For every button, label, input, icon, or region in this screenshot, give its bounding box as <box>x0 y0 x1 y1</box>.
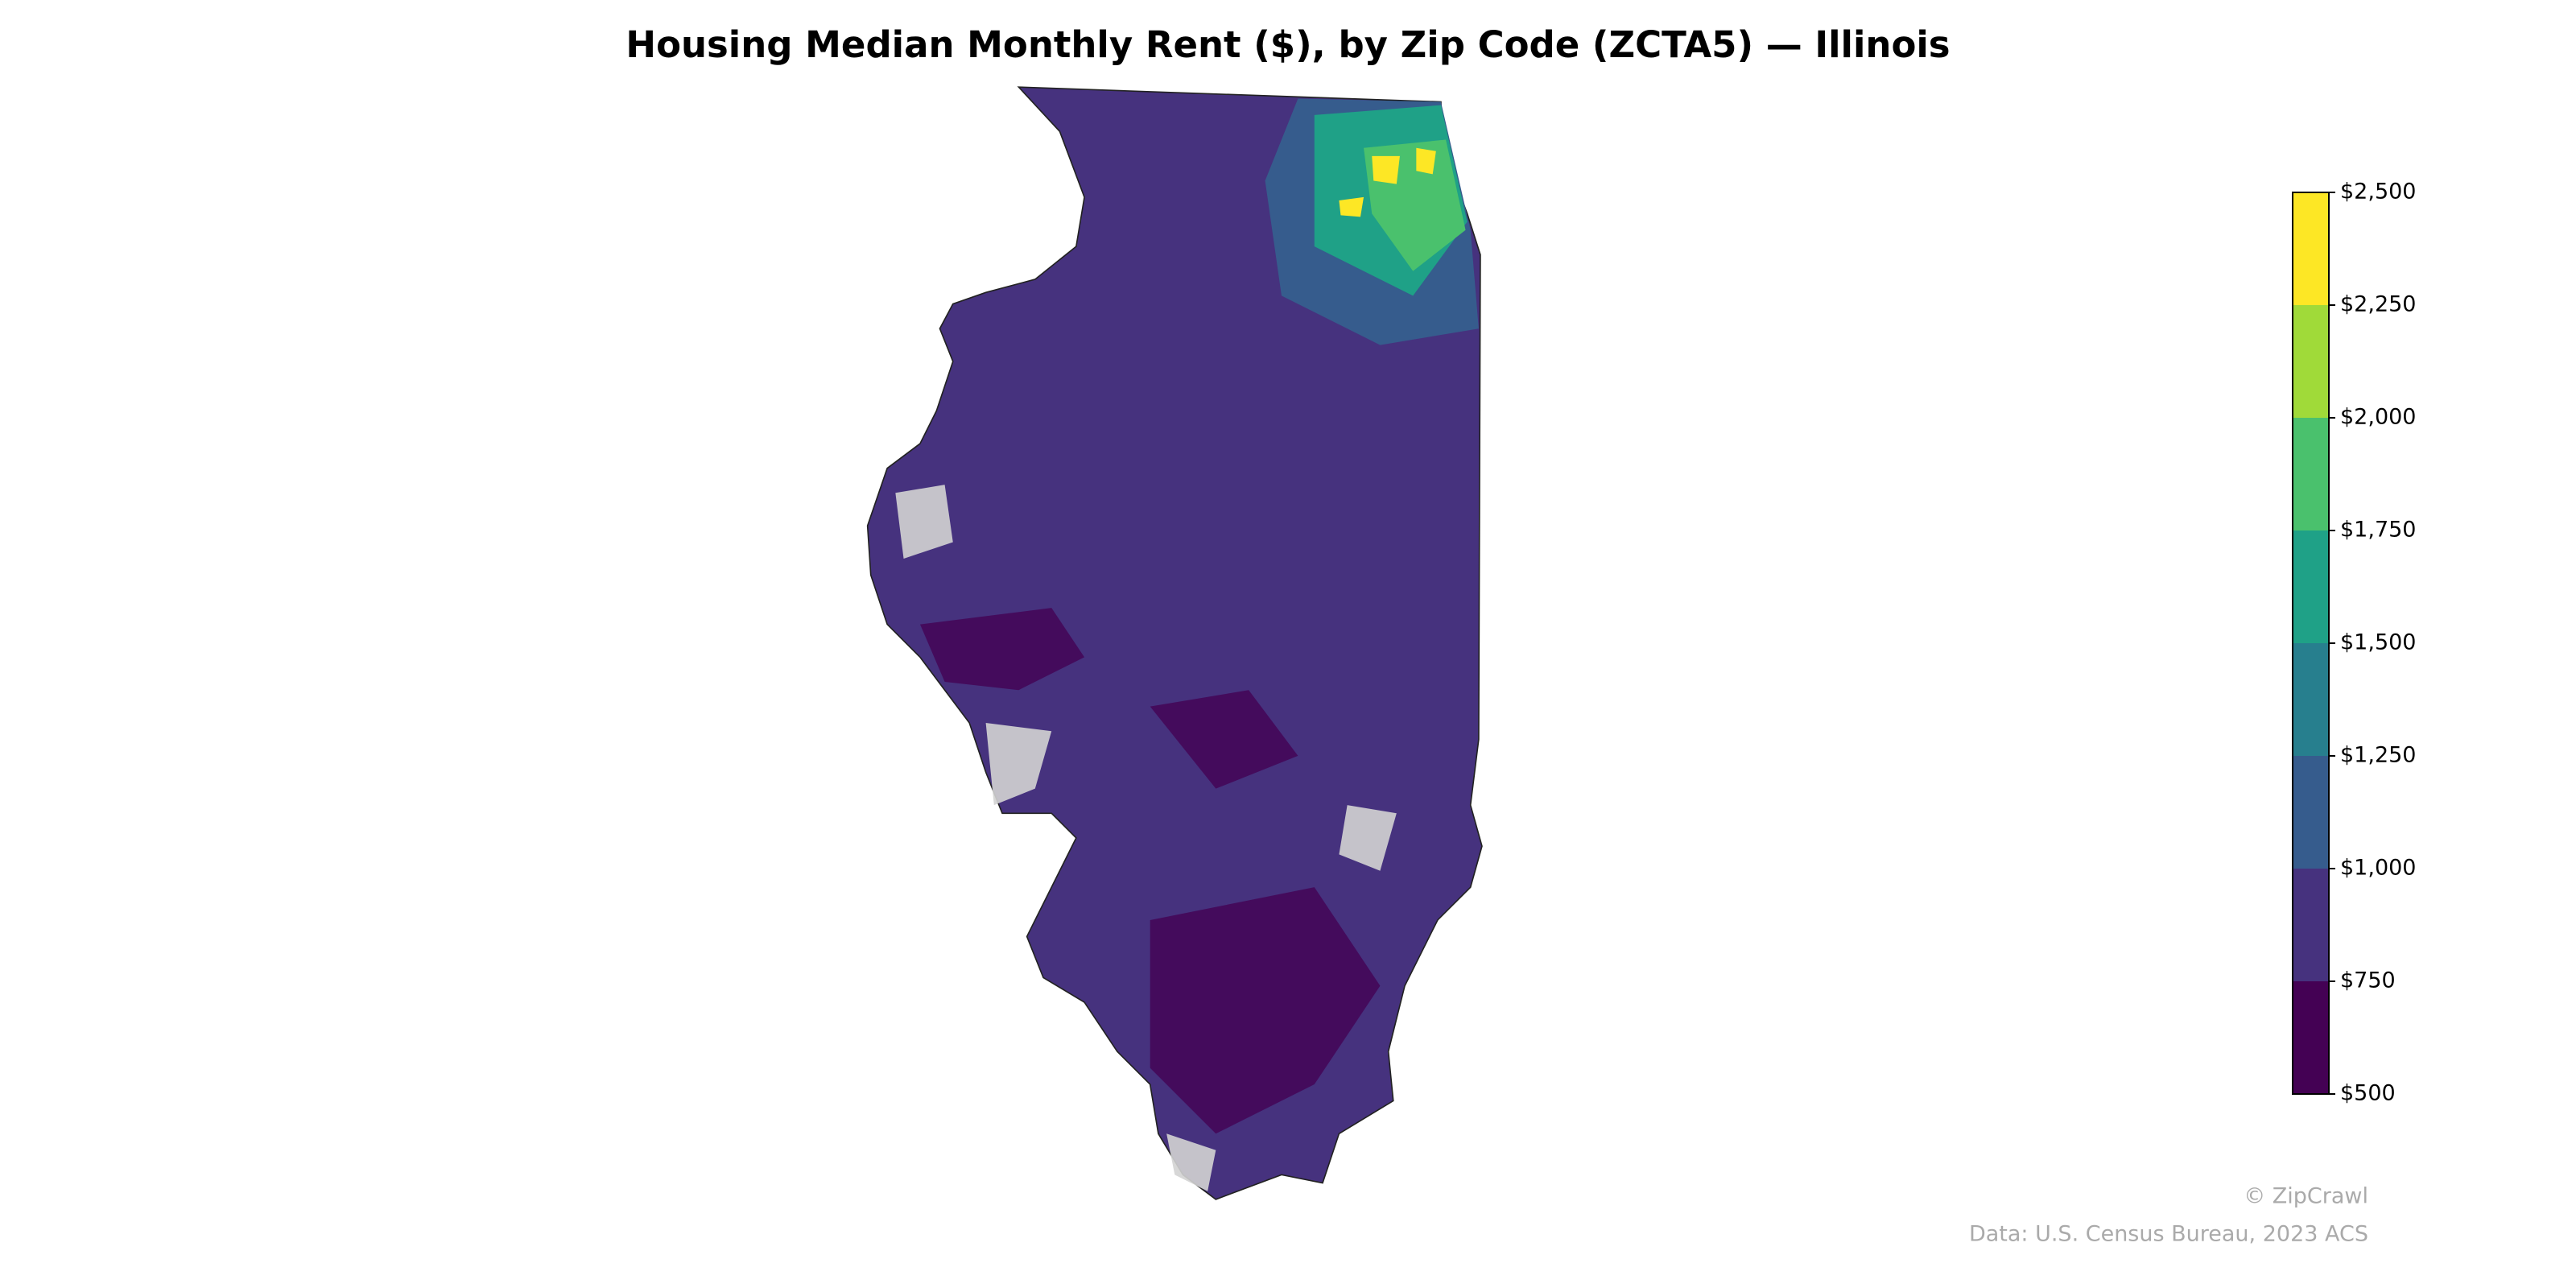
source-note: Data: U.S. Census Bureau, 2023 ACS <box>1969 1222 2368 1247</box>
colorbar-bin <box>2293 981 2329 1094</box>
colorbar: $500 $750 $1,000 $1,250 $1,500 $1,750 $2,000 $2… <box>2292 180 2416 1106</box>
map-title: Housing Median Monthly Rent ($), by Zip … <box>625 23 1950 66</box>
colorbar-tick-label: $1,250 <box>2340 743 2416 768</box>
state-map <box>866 86 1483 1200</box>
colorbar-bin <box>2293 305 2329 418</box>
colorbar-bin <box>2293 192 2329 305</box>
colorbar-tick-label: $1,500 <box>2340 630 2416 655</box>
colorbar-bin <box>2293 869 2329 981</box>
colorbar-tick-label: $1,750 <box>2340 518 2416 543</box>
colorbar-tick-label: $750 <box>2340 968 2396 993</box>
colorbar-tick-label: $2,500 <box>2340 180 2416 204</box>
colorbar-bin <box>2293 530 2329 643</box>
region-patch <box>919 608 1381 1134</box>
colorbar-bin <box>2293 418 2329 530</box>
region-patch <box>1339 147 1436 217</box>
colorbar-tick-label: $2,250 <box>2340 292 2416 317</box>
colorbar-tick-label: $500 <box>2340 1081 2396 1106</box>
colorbar-tick-label: $1,000 <box>2340 856 2416 881</box>
colorbar-bin <box>2293 756 2329 869</box>
colorbar-bin <box>2293 643 2329 756</box>
credit: © ZipCrawl <box>2244 1184 2368 1209</box>
colorbar-tick-label: $2,000 <box>2340 405 2416 430</box>
